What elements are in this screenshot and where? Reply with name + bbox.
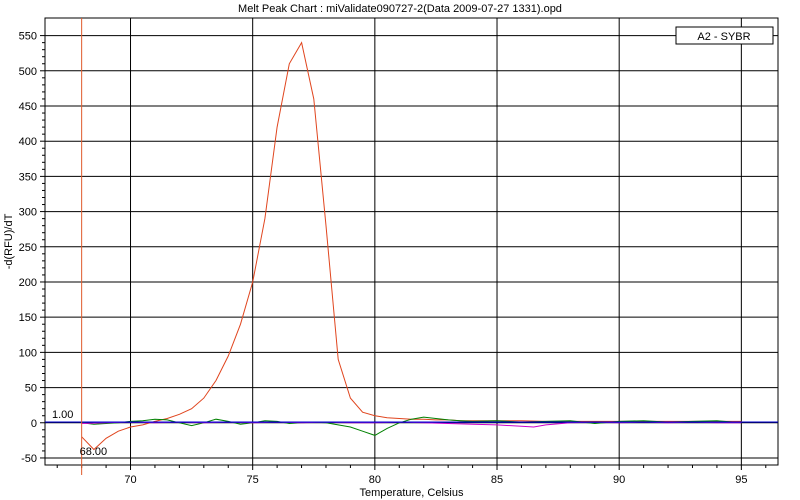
x-tick-label: 95 xyxy=(735,474,747,486)
x-tick-label: 90 xyxy=(613,474,625,486)
y-tick-label: 200 xyxy=(19,277,37,289)
chart-title: Melt Peak Chart : miValidate090727-2(Dat… xyxy=(238,3,562,15)
y-tick-label: 400 xyxy=(19,136,37,148)
y-tick-label: -50 xyxy=(21,453,37,465)
y-tick-label: 550 xyxy=(19,31,37,43)
y-tick-label: 350 xyxy=(19,171,37,183)
x-tick-label: 70 xyxy=(124,474,136,486)
legend-entry: A2 - SYBR xyxy=(697,31,750,43)
y-tick-label: 50 xyxy=(25,383,37,395)
legend: A2 - SYBR xyxy=(675,26,774,45)
y-axis-label: -d(RFU)/dT xyxy=(3,213,15,269)
y-tick-label: 250 xyxy=(19,242,37,254)
x-tick-label: 85 xyxy=(491,474,503,486)
annotations: 1.00 68.00 xyxy=(45,18,778,475)
x-axis-label: Temperature, Celsius xyxy=(360,487,464,499)
y-axis-ticks: -50 0 50 100 150 200 250 300 350 400 450 500 550 xyxy=(19,31,45,465)
x-tick-label: 75 xyxy=(247,474,259,486)
y-tick-label: 300 xyxy=(19,207,37,219)
y-tick-label: 150 xyxy=(19,312,37,324)
series-line-2 xyxy=(81,416,742,436)
y-tick-label: 0 xyxy=(31,418,37,430)
threshold-label: 1.00 xyxy=(52,409,73,421)
y-tick-label: 500 xyxy=(19,66,37,78)
y-tick-label: 100 xyxy=(19,347,37,359)
legend-box xyxy=(675,26,774,45)
plot-area: 70 75 80 85 90 95 -50 0 50 100 150 200 250 300 350 400… xyxy=(19,17,779,486)
y-tick-label: 450 xyxy=(19,101,37,113)
x-axis-ticks: 70 75 80 85 90 95 xyxy=(56,465,767,486)
x-tick-label: 80 xyxy=(369,474,381,486)
grid-lines xyxy=(45,18,778,465)
temperature-marker-label: 68.00 xyxy=(80,446,108,458)
plot-frame xyxy=(44,17,779,466)
